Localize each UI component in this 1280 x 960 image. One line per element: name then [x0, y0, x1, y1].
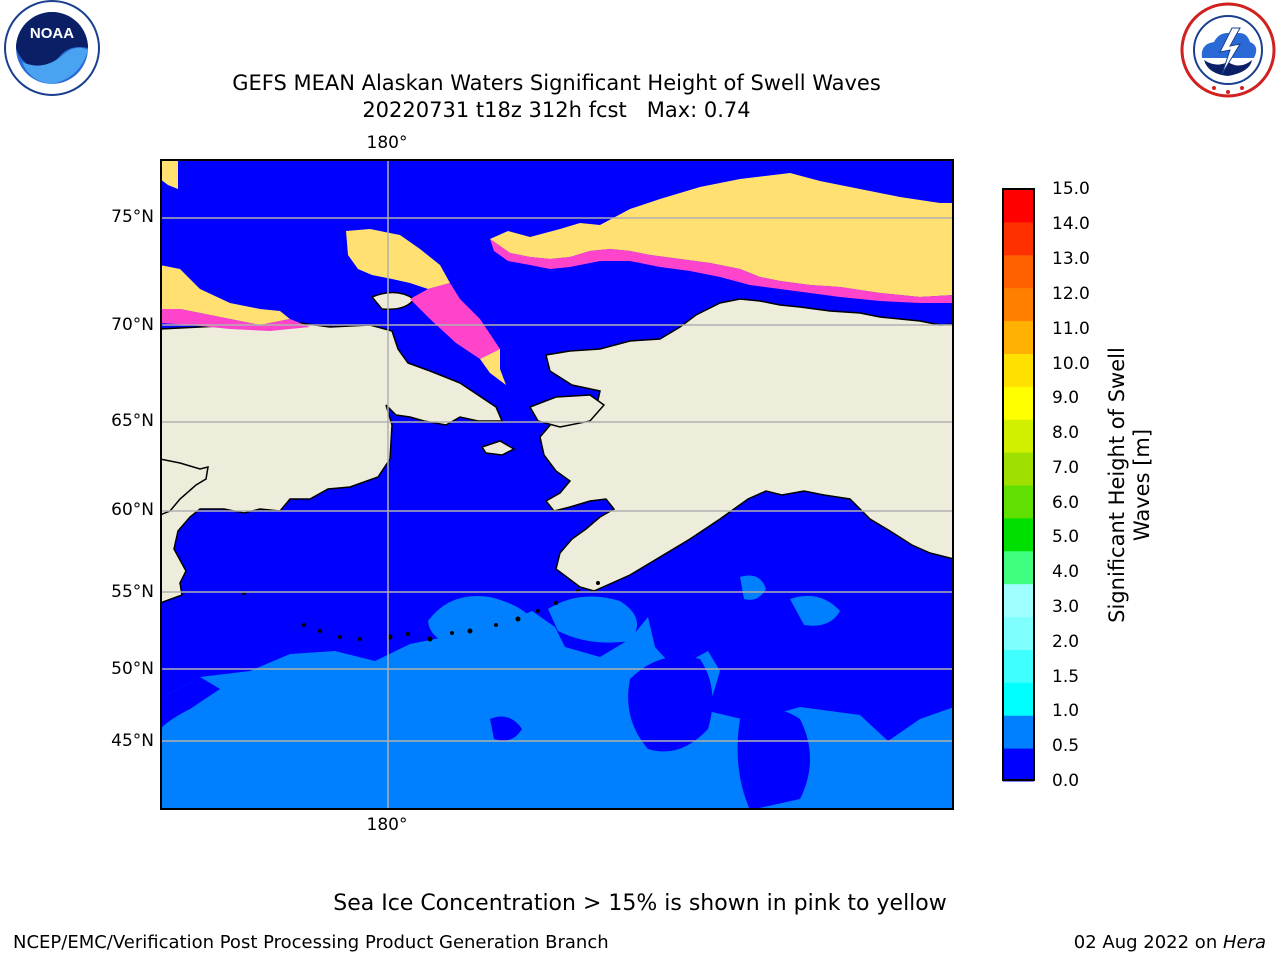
colorbar-tick: 0.0 — [1052, 771, 1080, 791]
swell-0.5-1.0-patch — [548, 596, 638, 643]
swell-low-pocket — [490, 716, 522, 741]
colorbar-segment — [1003, 748, 1034, 782]
colorbar-tick: 0.5 — [1052, 736, 1080, 756]
lat-label-65: 65°N — [111, 411, 154, 431]
colorbar-tick: 9.0 — [1052, 388, 1080, 408]
colorbar-segment — [1003, 649, 1034, 683]
colorbar-tick: 2.0 — [1052, 632, 1080, 652]
swell-0.5-1.0-patch — [790, 595, 840, 626]
svg-text:NOAA: NOAA — [30, 25, 74, 42]
nws-logo-icon — [1180, 2, 1276, 98]
colorbar-segments — [1003, 189, 1034, 782]
colorbar-segment — [1003, 517, 1034, 552]
colorbar-tick: 4.0 — [1052, 562, 1080, 582]
machine-name: Hera — [1222, 932, 1266, 953]
colorbar-segment — [1003, 254, 1034, 289]
lat-label-55: 55°N — [111, 582, 154, 602]
run-date-text: 02 Aug 2022 on — [1073, 932, 1223, 953]
lat-label-60: 60°N — [111, 500, 154, 520]
colorbar-tick: 13.0 — [1052, 249, 1090, 269]
colorbar-tick: 8.0 — [1052, 423, 1080, 443]
swell-low-pocket — [737, 709, 810, 810]
lat-label-75: 75°N — [111, 207, 154, 227]
colorbar-tick: 5.0 — [1052, 527, 1080, 547]
lat-label-50: 50°N — [111, 659, 154, 679]
colorbar-segment — [1003, 320, 1034, 354]
run-date: 02 Aug 2022 on Hera — [1074, 932, 1266, 953]
colorbar-segment — [1003, 583, 1034, 618]
swell-low-pocket — [628, 656, 713, 752]
branch-credit: NCEP/EMC/Verification Post Processing Pr… — [13, 932, 609, 953]
colorbar-tick: 1.5 — [1052, 667, 1080, 687]
colorbar-tick: 11.0 — [1052, 319, 1090, 339]
colorbar-title-line2: Waves [m] — [1130, 428, 1154, 542]
chart-subtitle: 20220731 t18z 312h fcst Max: 0.74 — [362, 98, 751, 122]
land-st-lawrence-island — [480, 440, 516, 456]
land-kamchatka — [160, 458, 209, 516]
colorbar-segment — [1003, 419, 1034, 453]
swell-0.5-1.0-patch — [740, 575, 766, 600]
land-alaska — [539, 298, 954, 592]
colorbar-segment — [1003, 189, 1034, 223]
colorbar-tick: 7.0 — [1052, 458, 1080, 478]
colorbar-segment — [1003, 221, 1034, 256]
colorbar-segment — [1003, 682, 1034, 716]
chart-title: GEFS MEAN Alaskan Waters Significant Hei… — [232, 71, 881, 95]
colorbar-segment — [1003, 353, 1034, 387]
colorbar-segment — [1003, 287, 1034, 322]
colorbar-tick: 3.0 — [1052, 597, 1080, 617]
lat-label-70: 70°N — [111, 315, 154, 335]
colorbar-tick: 12.0 — [1052, 284, 1090, 304]
colorbar-segment — [1003, 485, 1034, 519]
colorbar-segment — [1003, 550, 1034, 585]
sea-ice-note: Sea Ice Concentration > 15% is shown in … — [333, 891, 947, 916]
colorbar-tick: 15.0 — [1052, 179, 1090, 199]
colorbar-tick: 14.0 — [1052, 214, 1090, 234]
swell-height-map — [160, 159, 954, 810]
colorbar-segment — [1003, 616, 1034, 650]
colorbar-segment — [1003, 715, 1034, 749]
lon-label-top: 180° — [366, 133, 408, 153]
swell-0.5-1.0-patch — [428, 596, 538, 648]
noaa-logo-icon: NOAA — [4, 0, 100, 96]
map-gridlines — [160, 159, 954, 810]
sea-ice-region — [160, 159, 954, 385]
colorbar-title: Significant Height of Swell Waves [m] — [1105, 335, 1155, 635]
colorbar — [1002, 188, 1035, 782]
colorbar-tick: 10.0 — [1052, 354, 1090, 374]
colorbar-tick: 6.0 — [1052, 493, 1080, 513]
lon-label-bottom: 180° — [366, 815, 408, 835]
lat-label-45: 45°N — [111, 731, 154, 751]
colorbar-title-line1: Significant Height of Swell — [1105, 347, 1129, 623]
colorbar-frame — [1002, 188, 1035, 781]
colorbar-segment — [1003, 386, 1034, 420]
swell-low-pocket — [160, 677, 220, 729]
map-frame — [160, 159, 954, 810]
colorbar-segment — [1003, 452, 1034, 486]
colorbar-tick: 1.0 — [1052, 701, 1080, 721]
